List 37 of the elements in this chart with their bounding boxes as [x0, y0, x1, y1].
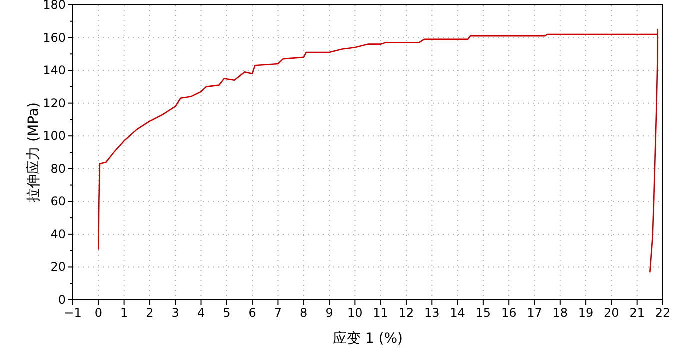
x-tick-label: 4	[197, 306, 206, 320]
x-tick-label: 14	[450, 306, 466, 320]
x-tick-label: 22	[655, 306, 671, 320]
x-tick-label: 17	[527, 306, 542, 320]
y-axis-title: 拉伸应力 (MPa)	[26, 102, 42, 202]
x-tick-label: 13	[424, 306, 440, 320]
x-tick-label: 5	[223, 306, 231, 320]
y-tick-label: 0	[58, 293, 66, 307]
y-tick-label: 120	[43, 96, 66, 110]
x-tick-label: 15	[476, 306, 492, 320]
x-tick-label: 12	[398, 306, 414, 320]
x-tick-label: 8	[300, 306, 308, 320]
x-tick-label: 20	[604, 306, 620, 320]
x-tick-label: −1	[64, 306, 82, 320]
x-tick-label: 3	[172, 306, 180, 320]
y-tick-label: 80	[50, 162, 66, 176]
x-tick-label: 16	[501, 306, 517, 320]
x-tick-label: 21	[630, 306, 645, 320]
y-tick-label: 180	[43, 0, 66, 12]
x-axis-title: 应变 1 (%)	[332, 331, 404, 347]
x-tick-label: 19	[578, 306, 594, 320]
y-tick-label: 40	[50, 227, 66, 242]
x-tick-label: 1	[120, 306, 128, 320]
x-tick-label: 7	[274, 306, 282, 320]
y-tick-label: 140	[43, 64, 66, 78]
line-series	[98, 28, 659, 273]
x-tick-label: 9	[326, 306, 334, 320]
x-tick-label: 11	[373, 306, 388, 320]
y-tick-label: 20	[50, 260, 66, 274]
y-tick-label: 160	[43, 30, 66, 45]
x-tick-label: 0	[94, 306, 102, 320]
x-tick-label: 18	[552, 306, 568, 320]
x-tick-label: 10	[348, 306, 363, 320]
y-tick-label: 60	[50, 194, 66, 209]
y-tick-label: 100	[43, 129, 66, 144]
x-tick-label: 6	[248, 306, 256, 320]
x-tick-label: 2	[146, 306, 154, 320]
